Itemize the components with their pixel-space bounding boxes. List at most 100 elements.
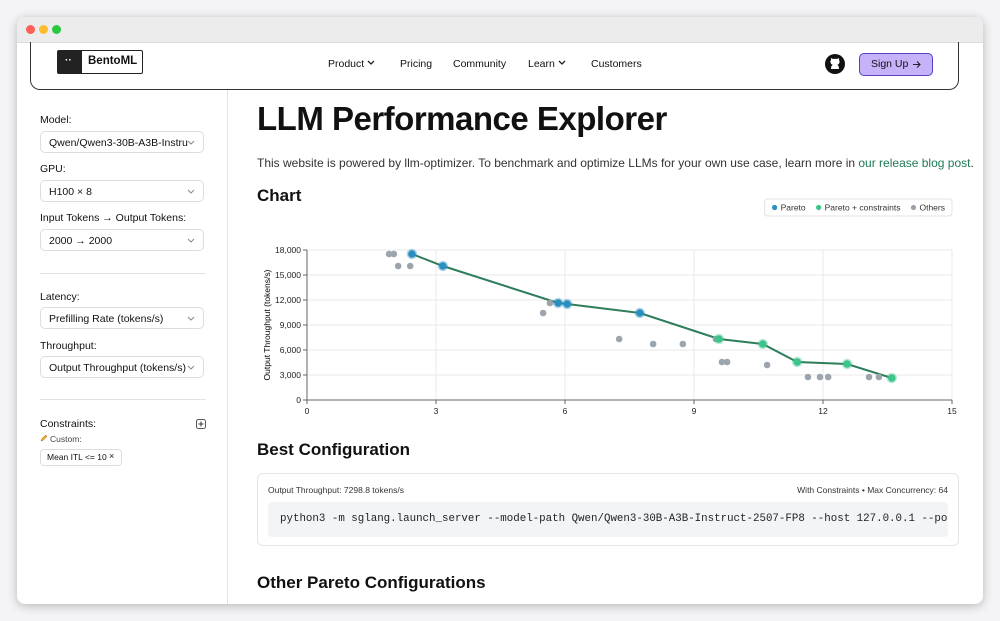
point [390, 250, 398, 258]
y-tick-label: 12,000 [275, 295, 301, 305]
nav-link[interactable]: Learn [528, 58, 555, 70]
point [865, 373, 873, 381]
latency-select[interactable]: Prefilling Rate (tokens/s) [40, 307, 204, 329]
chevron [558, 60, 566, 65]
y-tick-label: 3,000 [280, 370, 302, 380]
point [763, 361, 771, 369]
maximize-button[interactable] [52, 25, 61, 34]
intro: This website is powered by llm-optimizer… [257, 156, 974, 170]
logo-mark: ·· [58, 51, 82, 73]
chevron [187, 365, 195, 370]
best-config-card: Output Throughput: 7298.8 tokens/s With … [257, 473, 959, 546]
pencil-icon [40, 434, 48, 442]
legend-label: Pareto [781, 203, 806, 213]
intro-end: . [970, 156, 974, 170]
point [886, 372, 898, 384]
y-axis-label: Output Throughput (tokens/s) [262, 269, 272, 380]
brand: BentoML [88, 55, 138, 67]
divider [40, 273, 206, 274]
legend-swatch [816, 204, 822, 211]
select-value: Prefilling Rate (tokens/s) [49, 313, 164, 325]
sidebar-divider [227, 90, 228, 604]
chart-heading: Chart [257, 186, 302, 205]
legend-label: Pareto + constraints [825, 203, 901, 213]
legend: Pareto Pareto + constraints Others [764, 198, 953, 217]
signup-button[interactable]: Sign Up [859, 53, 933, 76]
divider [40, 399, 206, 400]
point [841, 358, 853, 370]
nav-link[interactable]: Community [453, 58, 507, 70]
signup-label: Sign Up [871, 58, 909, 70]
legend-swatch [910, 204, 917, 211]
title-bar [17, 17, 983, 43]
y-tick-label: 6,000 [280, 345, 302, 355]
chevron [367, 60, 375, 65]
point [713, 333, 725, 345]
select-value: Qwen/Qwen3-30B-A3B-Instru [49, 137, 188, 149]
blog-link[interactable]: our release blog post [858, 156, 971, 170]
navbar [30, 42, 959, 90]
intro-text: This website is powered by llm-optimizer… [257, 156, 859, 170]
x-tick-label: 0 [305, 406, 310, 416]
chevron [187, 140, 195, 145]
best-metric: Output Throughput: 7298.8 tokens/s [268, 485, 404, 495]
x-tick-label: 9 [692, 406, 697, 416]
chip-remove[interactable]: × [109, 451, 115, 461]
point [546, 299, 554, 307]
legend-label: Others [919, 203, 945, 213]
point [791, 356, 803, 368]
select-value: H100 × 8 [49, 186, 92, 198]
chevron [187, 316, 195, 321]
add-constraint-button[interactable] [196, 419, 206, 429]
point [385, 250, 393, 258]
point [757, 338, 769, 350]
point [875, 373, 883, 381]
page-title: LLM Performance Explorer [257, 100, 667, 137]
tokens-select[interactable]: 2000 → 2000 [40, 229, 204, 251]
nav-link[interactable]: Pricing [400, 58, 433, 70]
point [437, 260, 449, 272]
command-block: python3 -m sglang.launch_server --model-… [268, 502, 948, 537]
y-tick-label: 18,000 [275, 245, 301, 255]
point [406, 262, 414, 270]
x-tick-label: 3 [434, 406, 439, 416]
point [824, 373, 832, 381]
x-tick-label: 15 [947, 406, 957, 416]
throughput-select[interactable]: Output Throughput (tokens/s) [40, 356, 204, 378]
nav-link[interactable]: Product [328, 58, 365, 70]
select-value: Output Throughput (tokens/s) [49, 362, 186, 374]
close-button[interactable] [26, 25, 35, 34]
point [723, 358, 731, 366]
model-select[interactable]: Qwen/Qwen3-30B-A3B-Instru [40, 131, 204, 153]
command: python3 -m sglang.launch_server --model-… [280, 513, 948, 525]
point [406, 248, 418, 260]
y-tick-label: 0 [296, 395, 301, 405]
y-tick-label: 15,000 [275, 270, 301, 280]
x-tick-label: 6 [563, 406, 568, 416]
model-label: Model: [40, 114, 72, 126]
gpu-label: GPU: [40, 163, 66, 175]
pareto-line [411, 253, 893, 379]
point [615, 335, 623, 343]
logo[interactable]: ·· BentoML [57, 50, 143, 74]
latency-label: Latency: [40, 291, 80, 303]
best-meta: With Constraints • Max Concurrency: 64 [797, 485, 948, 495]
chevron [187, 189, 195, 194]
chip-label: Mean ITL <= 10 [47, 452, 107, 462]
point [804, 373, 812, 381]
minimize-button[interactable] [39, 25, 48, 34]
point [718, 358, 726, 366]
nav-link[interactable]: Customers [591, 58, 642, 70]
select-value: 2000 → 2000 [49, 235, 113, 247]
chevron [187, 238, 195, 243]
gpu-select[interactable]: H100 × 8 [40, 180, 204, 202]
best-heading: Best Configuration [257, 440, 410, 459]
y-tick-label: 9,000 [280, 320, 302, 330]
constraint-chip[interactable]: Mean ITL <= 10 × [40, 449, 122, 466]
chart: 0 3,000 6,000 9,000 12,000 15,000 18,000 0 3 6 9 12… [262, 198, 957, 416]
custom-label: Custom: [50, 434, 82, 444]
constraints-label: Constraints: [40, 418, 97, 430]
point [649, 340, 657, 348]
github-icon[interactable] [825, 54, 845, 74]
legend-box [764, 198, 953, 217]
